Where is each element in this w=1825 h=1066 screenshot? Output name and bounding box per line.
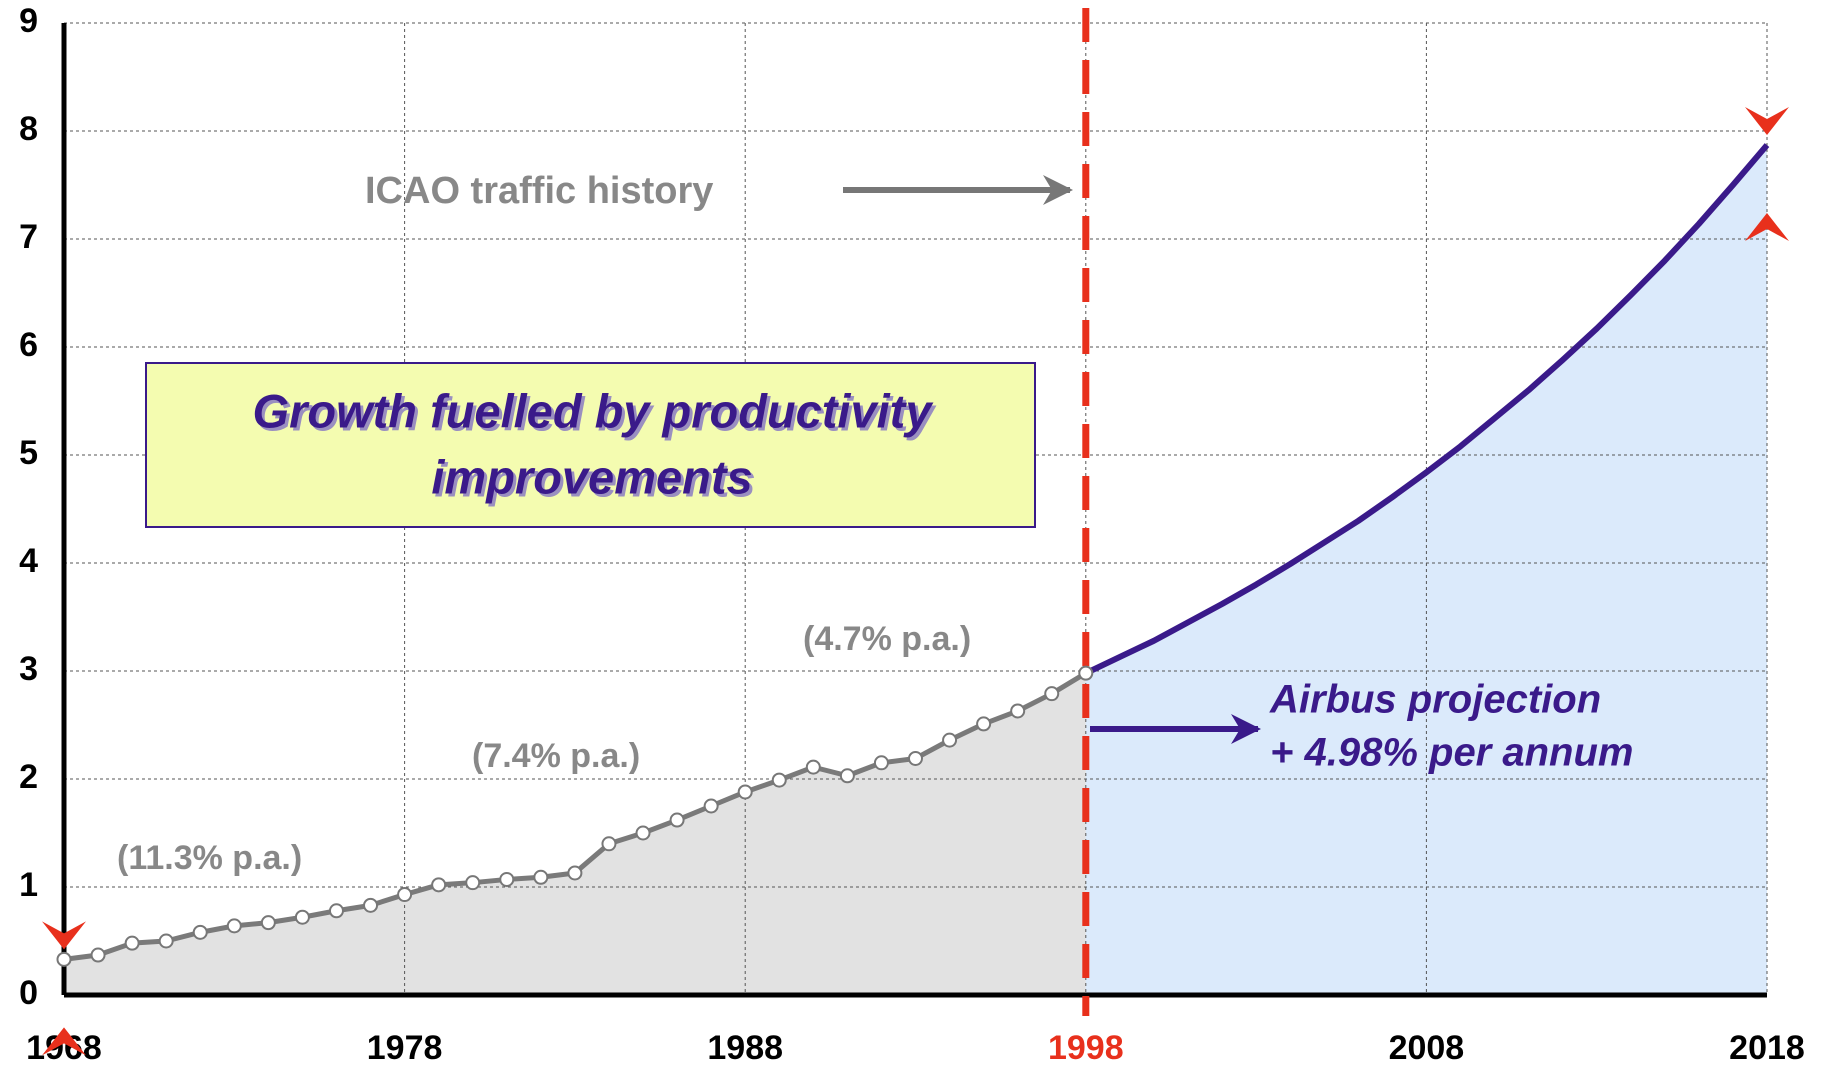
y-tick-label: 4 <box>19 542 38 580</box>
point <box>1044 686 1060 702</box>
area <box>64 673 1086 995</box>
title-shadow: Growth fuelled by productivity <box>256 387 938 440</box>
point <box>1010 703 1026 719</box>
x-tick-label: 1978 <box>367 1029 443 1066</box>
point <box>942 732 958 748</box>
point <box>601 836 617 852</box>
annotation: ICAO traffic history <box>365 170 713 212</box>
point <box>328 903 344 919</box>
point <box>533 869 549 885</box>
annotation: + 4.98% per annum <box>1270 731 1633 775</box>
point <box>294 909 310 925</box>
annotation: (11.3% p.a.) <box>117 839 302 877</box>
y-tick-label: 6 <box>19 326 38 364</box>
annotation: (7.4% p.a.) <box>472 737 640 775</box>
line <box>1084 143 1770 676</box>
point <box>499 871 515 887</box>
point <box>56 951 72 967</box>
point <box>465 875 481 891</box>
point <box>226 918 242 934</box>
y-tick-label: 5 <box>19 434 38 472</box>
point <box>805 759 821 775</box>
point <box>669 812 685 828</box>
point <box>737 784 753 800</box>
point <box>873 755 889 771</box>
point <box>771 772 787 788</box>
point <box>260 915 276 931</box>
end-arrow <box>1745 107 1789 136</box>
point <box>124 935 140 951</box>
point <box>397 887 413 903</box>
point <box>431 877 447 893</box>
title-box <box>145 362 1036 528</box>
y-tick-label: 2 <box>19 758 38 796</box>
point <box>839 768 855 784</box>
end-arrow <box>42 1027 86 1056</box>
x-tick-label: 1988 <box>707 1029 783 1066</box>
y-tick-label: 8 <box>19 110 38 148</box>
point <box>976 716 992 732</box>
title: improvements <box>431 450 752 503</box>
point <box>635 825 651 841</box>
y-tick-label: 0 <box>19 974 38 1012</box>
y-tick-label: 1 <box>19 866 38 904</box>
annotation: (4.7% p.a.) <box>803 620 971 658</box>
title-shadow: improvements <box>434 453 755 506</box>
point <box>192 924 208 940</box>
point <box>1078 665 1094 681</box>
point <box>158 933 174 949</box>
end-arrow <box>1745 213 1789 242</box>
x-tick-label: 1998 <box>1048 1029 1124 1066</box>
y-tick-label: 9 <box>19 2 38 40</box>
x-tick-label: 2018 <box>1729 1029 1805 1066</box>
point <box>567 865 583 881</box>
title: Growth fuelled by productivity <box>253 384 935 437</box>
y-tick-label: 7 <box>19 218 38 256</box>
point <box>908 750 923 766</box>
x-tick-label: 2008 <box>1389 1029 1465 1066</box>
point <box>90 947 106 963</box>
point <box>703 798 719 814</box>
end-arrow <box>42 921 86 950</box>
y-tick-label: 3 <box>19 650 38 688</box>
annotation: Airbus projection <box>1269 678 1601 722</box>
point <box>363 897 379 913</box>
